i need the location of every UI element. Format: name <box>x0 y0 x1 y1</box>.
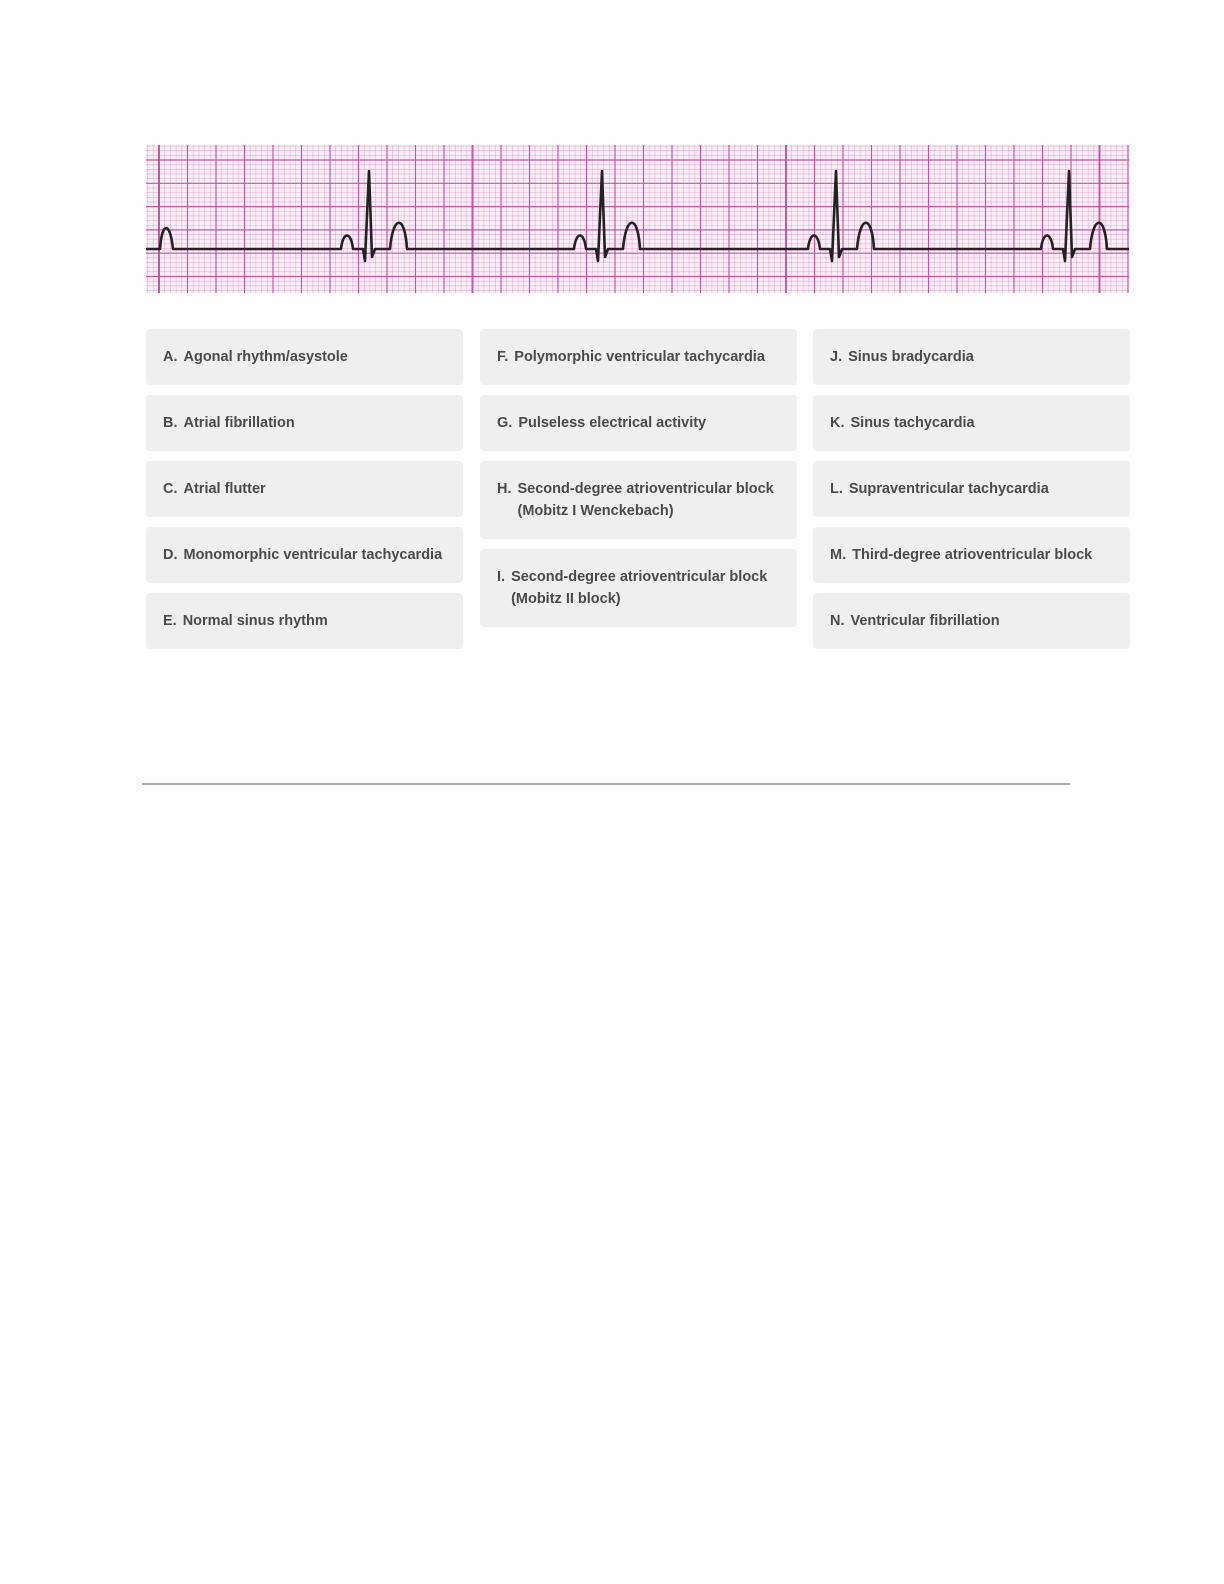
option-letter: G. <box>497 415 513 431</box>
ecg-rhythm-strip <box>146 145 1129 293</box>
option-letter: E. <box>163 613 177 629</box>
option-letter: J. <box>830 349 843 365</box>
option-text: Normal sinus rhythm <box>182 613 328 629</box>
option-text: Supraventricular tachycardia <box>848 481 1049 497</box>
option-letter: L. <box>830 481 843 497</box>
option-text: Sinus tachycardia <box>850 415 975 431</box>
option-letter: A. <box>163 349 178 365</box>
answer-option[interactable]: E. Normal sinus rhythm <box>146 593 463 649</box>
options-column-1: A. Agonal rhythm/asystole B. Atrial fibrill… <box>146 329 463 659</box>
answer-option[interactable]: F. Polymorphic ventricular tachycardia <box>480 329 797 385</box>
option-text: Agonal rhythm/asystole <box>183 349 348 365</box>
option-text: Second-degree atrioventricular block (Mo… <box>511 569 768 607</box>
answer-option[interactable]: L. Supraventricular tachycardia <box>813 461 1130 517</box>
option-text: Pulseless electrical activity <box>518 415 707 431</box>
option-letter: D. <box>163 547 178 563</box>
answer-option[interactable]: C. Atrial flutter <box>146 461 463 517</box>
ecg-trace <box>146 169 1129 263</box>
answer-option[interactable]: K. Sinus tachycardia <box>813 395 1130 451</box>
answer-option[interactable]: G. Pulseless electrical activity <box>480 395 797 451</box>
answer-option[interactable]: A. Agonal rhythm/asystole <box>146 329 463 385</box>
options-column-3: J. Sinus bradycardia K. Sinus tachycardia L.… <box>813 329 1130 659</box>
option-letter: B. <box>163 415 178 431</box>
ecg-grid <box>146 145 1129 293</box>
option-text: Ventricular fibrillation <box>850 613 1000 629</box>
option-text: Sinus bradycardia <box>848 349 974 365</box>
option-text: Atrial flutter <box>183 481 266 497</box>
answer-option[interactable]: M. Third-degree atrioventricular block <box>813 527 1130 583</box>
option-text: Atrial fibrillation <box>183 415 295 431</box>
option-text: Second-degree atrioventricular block (Mo… <box>517 481 774 519</box>
option-letter: K. <box>830 415 845 431</box>
divider <box>142 783 1070 785</box>
answer-option[interactable]: N. Ventricular fibrillation <box>813 593 1130 649</box>
options-column-2: F. Polymorphic ventricular tachycardia G. P… <box>480 329 797 637</box>
option-letter: N. <box>830 613 845 629</box>
answer-option[interactable]: J. Sinus bradycardia <box>813 329 1130 385</box>
option-letter: F. <box>497 349 509 365</box>
option-text: Third-degree atrioventricular block <box>852 547 1093 563</box>
option-text: Polymorphic ventricular tachycardia <box>514 349 765 365</box>
option-text: Monomorphic ventricular tachycardia <box>183 547 443 563</box>
option-letter: C. <box>163 481 178 497</box>
answer-option[interactable]: I. Second-degree atrioventricular block (… <box>480 549 797 627</box>
answer-option[interactable]: H. Second-degree atrioventricular block (… <box>480 461 797 539</box>
answer-option[interactable]: B. Atrial fibrillation <box>146 395 463 451</box>
option-letter: H. <box>497 481 512 497</box>
answer-option[interactable]: D. Monomorphic ventricular tachycardia <box>146 527 463 583</box>
option-letter: M. <box>830 547 847 563</box>
option-letter: I. <box>497 569 506 585</box>
